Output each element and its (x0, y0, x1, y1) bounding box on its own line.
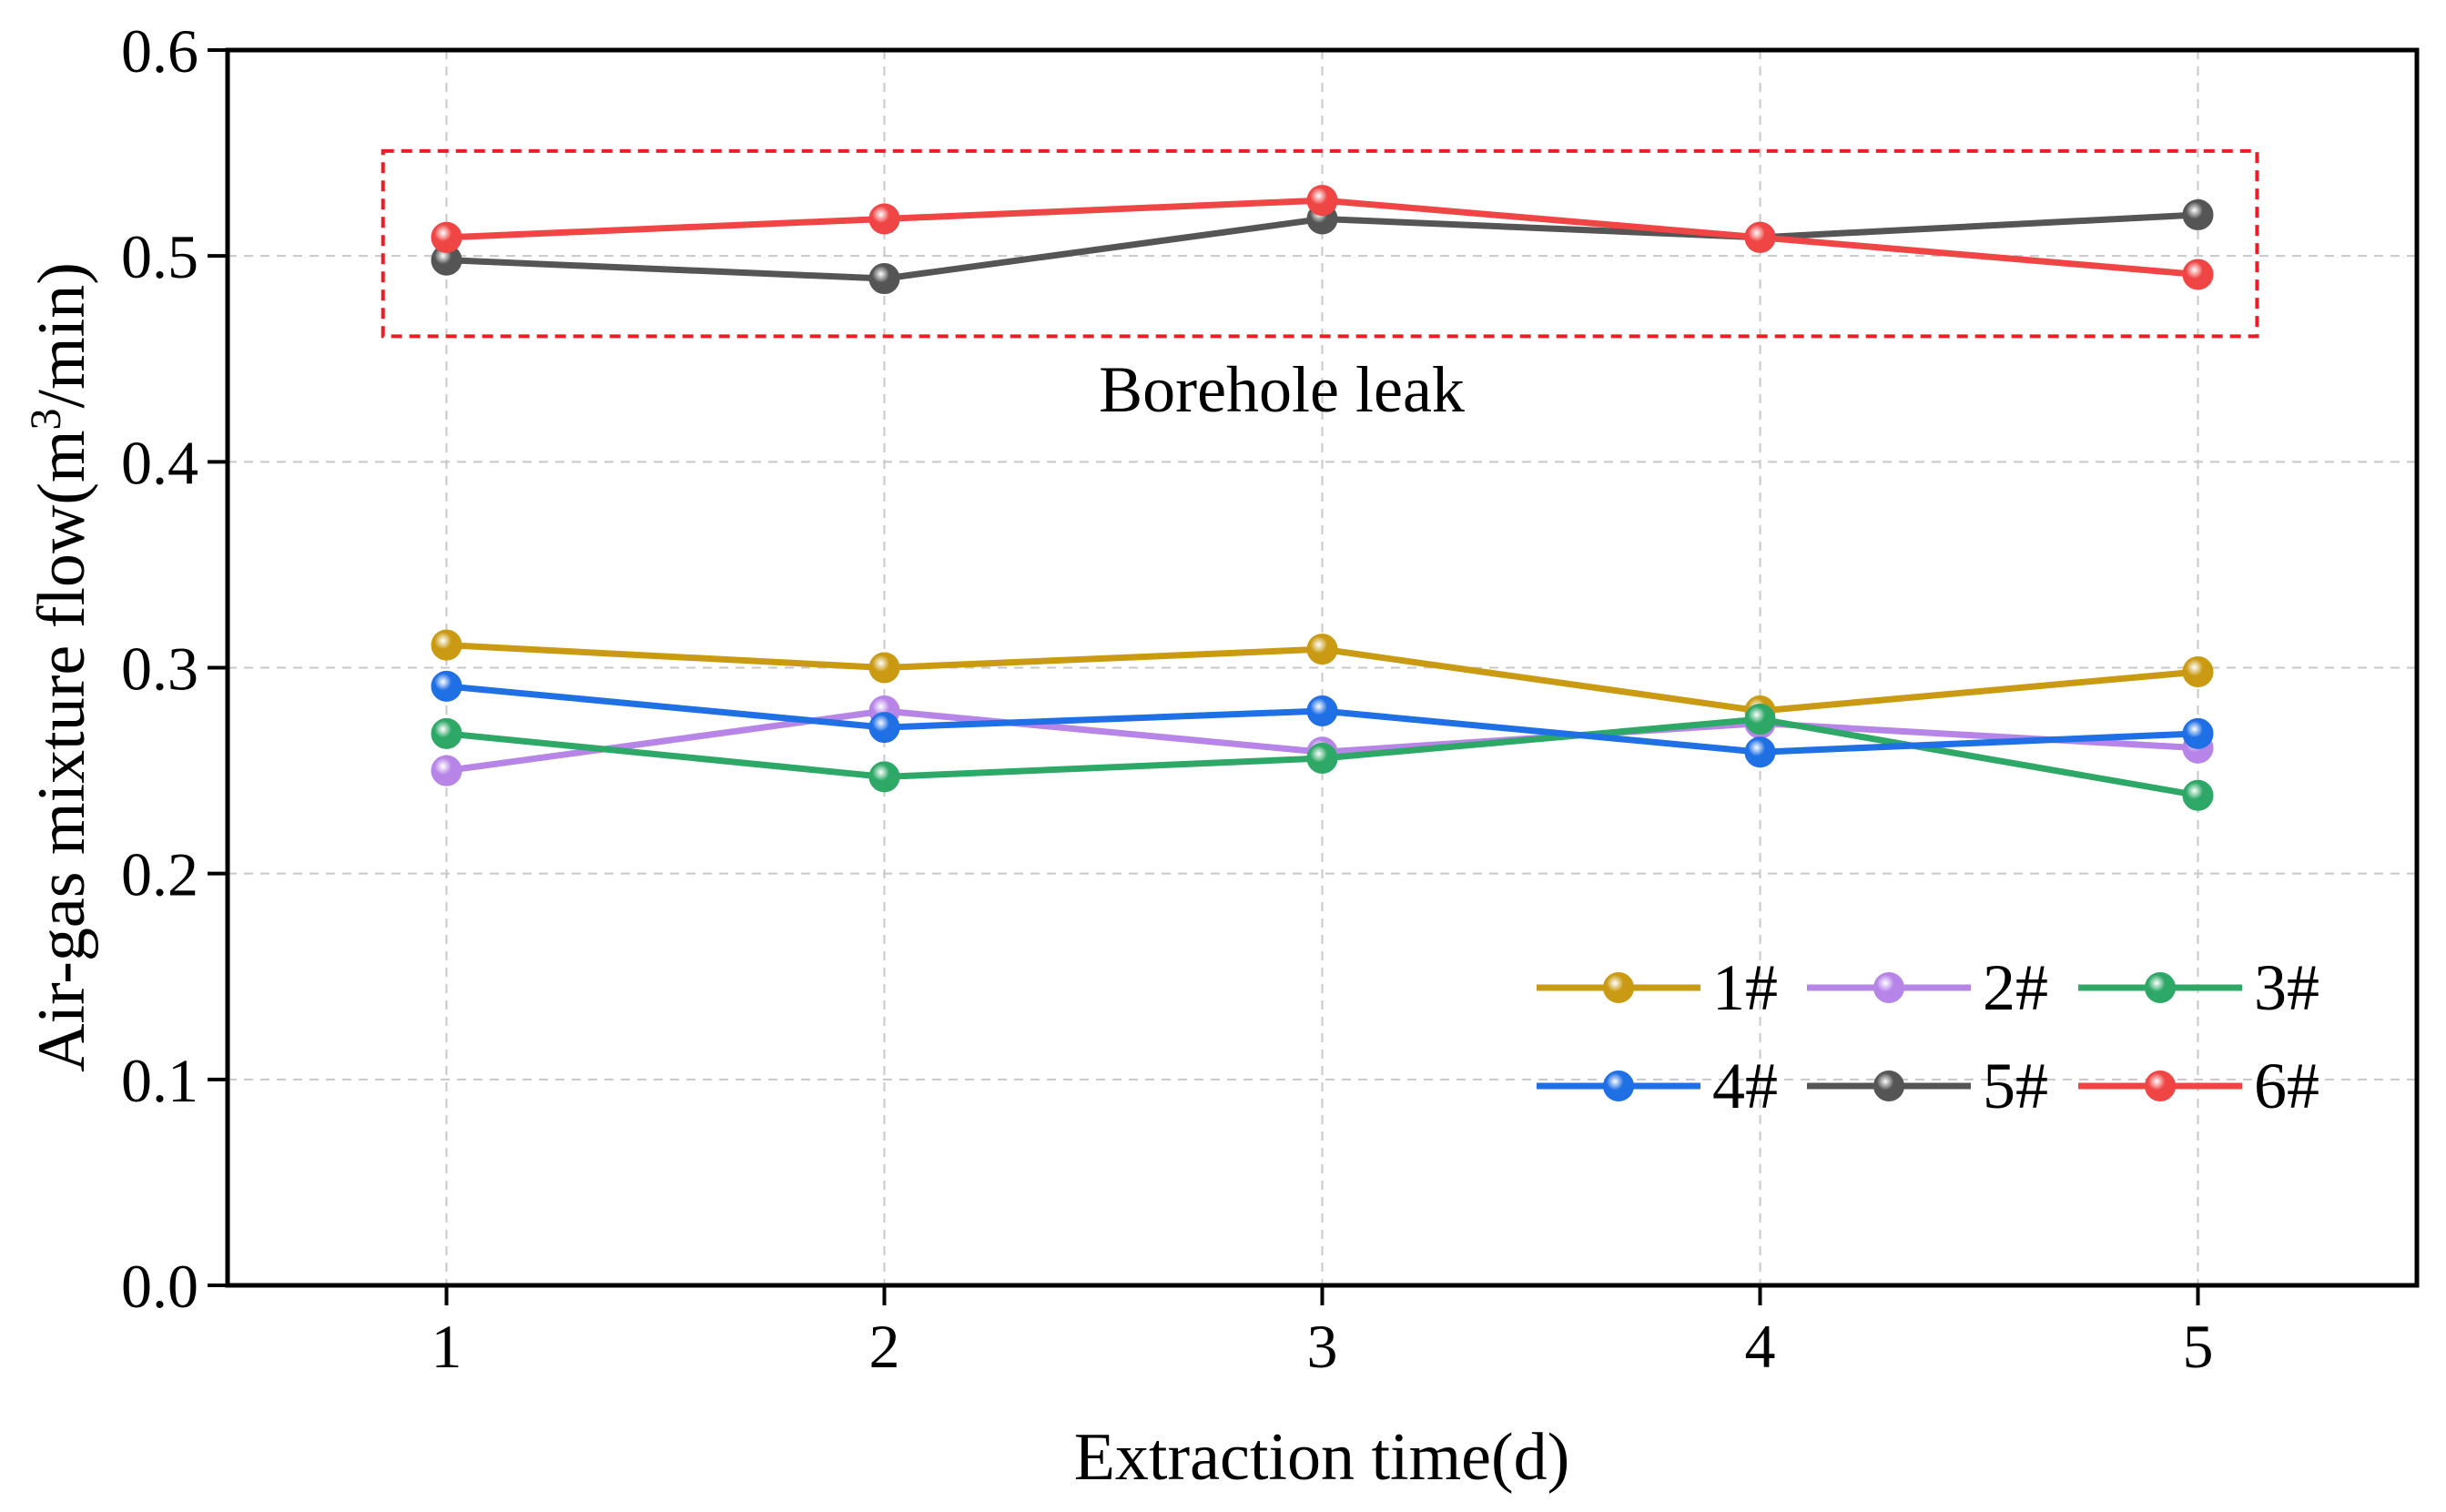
series-4 (431, 670, 2214, 768)
legend-label: 4# (1712, 1050, 1778, 1122)
data-point (431, 670, 462, 702)
x-tick-label: 4 (1745, 1312, 1776, 1381)
y-tick-label: 0.2 (121, 840, 198, 909)
data-point (868, 203, 900, 235)
data-point (431, 755, 462, 786)
borehole-leak-annotation: Borehole leak (1099, 353, 1465, 426)
y-axis-title: Air-gas mixture flow(m3/min) (22, 262, 99, 1072)
data-point (1744, 221, 1776, 253)
data-point (1306, 185, 1338, 217)
y-axis-title-end: /min) (25, 262, 99, 408)
legend-item: 4# (1537, 1050, 1778, 1122)
data-point (1306, 695, 1338, 726)
grid-lines (228, 50, 2417, 1285)
data-point (868, 761, 900, 793)
legend-item: 1# (1537, 951, 1778, 1024)
legend-marker (2145, 972, 2176, 1003)
data-point (2182, 717, 2214, 749)
legend-item: 2# (1807, 951, 2048, 1024)
borehole-leak-box (381, 148, 2259, 339)
data-point (1744, 704, 1776, 736)
y-tick-label: 0.3 (121, 634, 198, 704)
legend-label: 6# (2254, 1050, 2319, 1122)
legend-label: 5# (1983, 1050, 2048, 1122)
x-tick-label: 1 (431, 1312, 462, 1381)
x-tick-label: 5 (2183, 1312, 2214, 1381)
legend-marker (2145, 1071, 2176, 1101)
series-layer (431, 185, 2214, 811)
data-point (2182, 198, 2214, 230)
y-tick-label: 0.5 (121, 222, 198, 291)
data-point (431, 629, 462, 661)
data-point (2182, 779, 2214, 811)
legend-label: 1# (1712, 951, 1778, 1024)
x-tick-label: 2 (869, 1312, 900, 1381)
y-tick-label: 0.6 (121, 16, 198, 86)
legend-item: 5# (1807, 1050, 2048, 1122)
legend-marker (1603, 1071, 1634, 1101)
data-point (1306, 634, 1338, 665)
y-axis-title-main: Air-gas mixture flow(m (25, 430, 99, 1071)
legend-item: 6# (2078, 1050, 2319, 1122)
data-point (868, 712, 900, 744)
y-tick-label: 0.1 (121, 1046, 198, 1115)
legend-marker (1603, 972, 1634, 1003)
annotation-box-layer (381, 148, 2259, 339)
legend-marker (1873, 1071, 1904, 1101)
x-tick-label: 3 (1307, 1312, 1338, 1381)
data-point (431, 717, 462, 749)
data-point (1306, 743, 1338, 775)
x-axis-title: Extraction time(d) (1074, 1420, 1570, 1495)
data-point (868, 263, 900, 295)
series-6 (431, 185, 2214, 290)
data-point (2182, 656, 2214, 688)
legend: 1# 2# 3# 4# 5# 6# (1537, 951, 2319, 1122)
data-point (2182, 259, 2214, 290)
data-point (868, 652, 900, 684)
axis-ticks: 1 2 3 4 5 0.0 0.1 0.2 0.3 0.4 0.5 0.6 (121, 16, 2214, 1381)
legend-label: 3# (2254, 951, 2319, 1024)
y-axis-title-superscript: 3 (22, 408, 70, 430)
y-tick-label: 0.4 (121, 428, 198, 497)
legend-label: 2# (1983, 951, 2048, 1024)
y-tick-label: 0.0 (121, 1252, 198, 1321)
data-point (431, 221, 462, 253)
data-point (1744, 736, 1776, 768)
legend-marker (1873, 972, 1904, 1003)
legend-item: 3# (2078, 951, 2319, 1024)
